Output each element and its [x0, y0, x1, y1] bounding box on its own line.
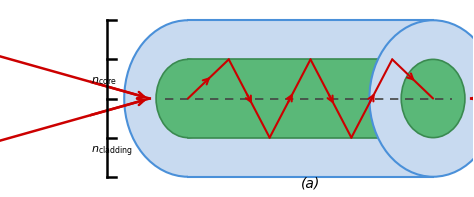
Text: (a): (a) [301, 177, 320, 190]
Text: $n_{\rm core}$: $n_{\rm core}$ [91, 75, 117, 87]
Ellipse shape [401, 59, 465, 138]
Polygon shape [188, 59, 433, 138]
Ellipse shape [369, 20, 474, 177]
Ellipse shape [124, 20, 252, 177]
Text: $n_{\rm cladding}$: $n_{\rm cladding}$ [91, 144, 133, 159]
Polygon shape [188, 20, 433, 177]
Ellipse shape [156, 59, 220, 138]
